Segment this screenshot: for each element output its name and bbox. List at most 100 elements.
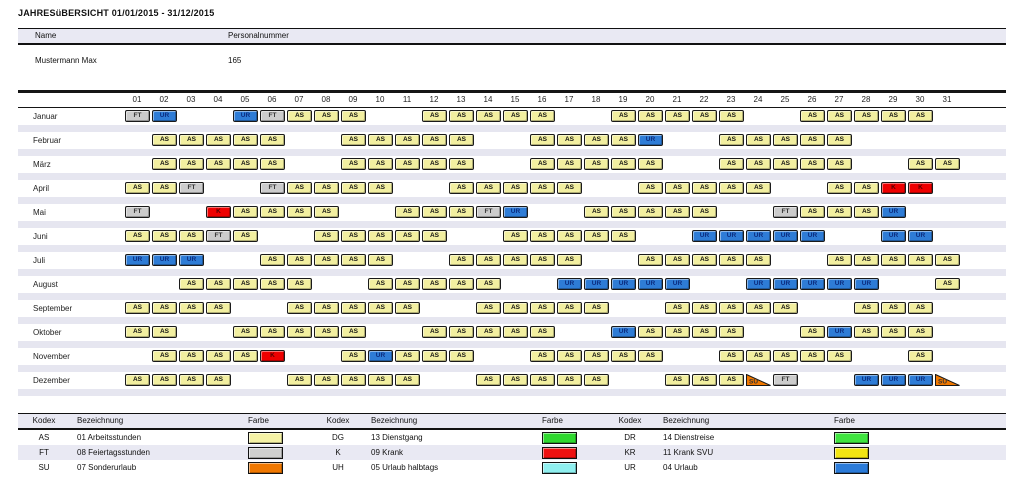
day-cell: UR bbox=[800, 230, 825, 242]
day-cell: AS bbox=[503, 326, 528, 338]
day-cell: AS bbox=[152, 374, 177, 386]
day-cell: AS bbox=[854, 206, 879, 218]
day-cell: AS bbox=[503, 182, 528, 194]
day-cell: AS bbox=[152, 158, 177, 170]
month-label: Oktober bbox=[33, 328, 62, 337]
day-cell: AS bbox=[476, 254, 501, 266]
day-cell: AS bbox=[827, 182, 852, 194]
day-cell: UR bbox=[638, 134, 663, 146]
day-cell: AS bbox=[692, 254, 717, 266]
day-column-header: 03 bbox=[186, 95, 196, 104]
legend-color-swatch bbox=[542, 462, 577, 474]
day-cell: UR bbox=[611, 278, 636, 290]
day-cell: AS bbox=[422, 206, 447, 218]
day-cell: FT bbox=[125, 206, 150, 218]
day-column-header: 14 bbox=[483, 95, 493, 104]
day-cell: FT bbox=[206, 230, 231, 242]
day-cell: UR bbox=[665, 278, 690, 290]
day-cell: AS bbox=[584, 206, 609, 218]
day-cell: AS bbox=[827, 134, 852, 146]
legend-bezeichnung: 04 Urlaub bbox=[663, 463, 698, 472]
day-cell: AS bbox=[935, 158, 960, 170]
day-header-row: 01 02 03 04 05 06 07 08 09 10 11 12 13 14 15 16 17 18 19 20… bbox=[0, 93, 1024, 107]
svg-text:SU: SU bbox=[749, 379, 758, 386]
day-cell: UR bbox=[233, 110, 258, 122]
day-column-header: 01 bbox=[132, 95, 142, 104]
legend-bezeichnung: 05 Urlaub halbtags bbox=[371, 463, 439, 472]
legend-kodex: UH bbox=[332, 463, 344, 472]
day-cell: AS bbox=[395, 278, 420, 290]
day-cell: FT bbox=[476, 206, 501, 218]
day-column-header: 13 bbox=[456, 95, 466, 104]
day-cell: AS bbox=[665, 302, 690, 314]
day-cell: UR bbox=[854, 374, 879, 386]
day-cell: AS bbox=[368, 278, 393, 290]
legend-bezeichnung: 07 Sonderurlaub bbox=[77, 463, 137, 472]
month-row: Oktober AS AS AS AS AS AS AS AS AS AS AS AS UR AS AS AS A… bbox=[0, 324, 1024, 341]
day-cell: AS bbox=[449, 134, 474, 146]
day-cell: AS bbox=[746, 182, 771, 194]
person-row: Mustermann Max 165 bbox=[18, 56, 1006, 68]
legend-color-swatch bbox=[248, 432, 283, 444]
day-cell: AS bbox=[314, 206, 339, 218]
day-cell: AS bbox=[584, 158, 609, 170]
day-cell: UR bbox=[746, 230, 771, 242]
day-cell: AS bbox=[287, 206, 312, 218]
row-separator-stripe bbox=[18, 245, 1006, 252]
day-cell: AS bbox=[368, 254, 393, 266]
month-label: Februar bbox=[33, 136, 62, 145]
month-label: November bbox=[33, 352, 70, 361]
day-column-header: 23 bbox=[726, 95, 736, 104]
day-cell: AS bbox=[530, 302, 555, 314]
day-cell: AS bbox=[692, 326, 717, 338]
month-row: Juli UR UR UR AS AS AS AS AS AS AS AS AS AS AS AS AS AS AS… bbox=[0, 252, 1024, 269]
legend-header-farbe: Farbe bbox=[542, 416, 563, 425]
day-cell: AS bbox=[476, 326, 501, 338]
day-column-header: 20 bbox=[645, 95, 655, 104]
day-cell: FT bbox=[773, 206, 798, 218]
day-column-header: 04 bbox=[213, 95, 223, 104]
day-column-header: 06 bbox=[267, 95, 277, 104]
day-cell: AS bbox=[179, 158, 204, 170]
day-cell: AS bbox=[260, 254, 285, 266]
day-cell: AS bbox=[881, 302, 906, 314]
day-cell: AS bbox=[611, 206, 636, 218]
day-cell: UR bbox=[152, 110, 177, 122]
day-cell: AS bbox=[233, 230, 258, 242]
day-column-header: 17 bbox=[564, 95, 574, 104]
legend-kodex: DR bbox=[624, 433, 636, 442]
day-cell: AS bbox=[395, 158, 420, 170]
day-cell: AS bbox=[206, 134, 231, 146]
row-separator-stripe bbox=[18, 149, 1006, 156]
day-cell: AS bbox=[881, 326, 906, 338]
day-cell: AS bbox=[611, 230, 636, 242]
day-cell-half-triangle: SU bbox=[935, 374, 960, 386]
day-cell: AS bbox=[125, 326, 150, 338]
row-separator-stripe bbox=[18, 221, 1006, 228]
day-column-header: 26 bbox=[807, 95, 817, 104]
day-cell: AS bbox=[179, 278, 204, 290]
day-cell: FT bbox=[125, 110, 150, 122]
day-cell: FT bbox=[260, 110, 285, 122]
day-cell: AS bbox=[206, 374, 231, 386]
day-cell: AS bbox=[584, 302, 609, 314]
legend-color-swatch bbox=[248, 462, 283, 474]
month-label: Juli bbox=[33, 256, 46, 265]
day-cell: AS bbox=[638, 158, 663, 170]
legend-rows: AS 01 Arbeitsstunden DG 13 Dienstgang DR 14 D… bbox=[18, 430, 1006, 475]
day-cell: AS bbox=[854, 326, 879, 338]
day-cell: AS bbox=[908, 254, 933, 266]
legend-bezeichnung: 09 Krank bbox=[371, 448, 404, 457]
person-header-band: Name Personalnummer bbox=[18, 28, 1006, 45]
row-separator-stripe bbox=[18, 269, 1006, 276]
day-cell: K bbox=[908, 182, 933, 194]
day-cell: AS bbox=[665, 182, 690, 194]
day-cell: AS bbox=[206, 350, 231, 362]
day-column-header: 22 bbox=[699, 95, 709, 104]
day-cell: AS bbox=[800, 158, 825, 170]
day-cell: AS bbox=[152, 182, 177, 194]
day-header-underline bbox=[18, 107, 1006, 108]
day-cell: UR bbox=[746, 278, 771, 290]
day-cell: AS bbox=[395, 302, 420, 314]
day-cell: AS bbox=[746, 302, 771, 314]
